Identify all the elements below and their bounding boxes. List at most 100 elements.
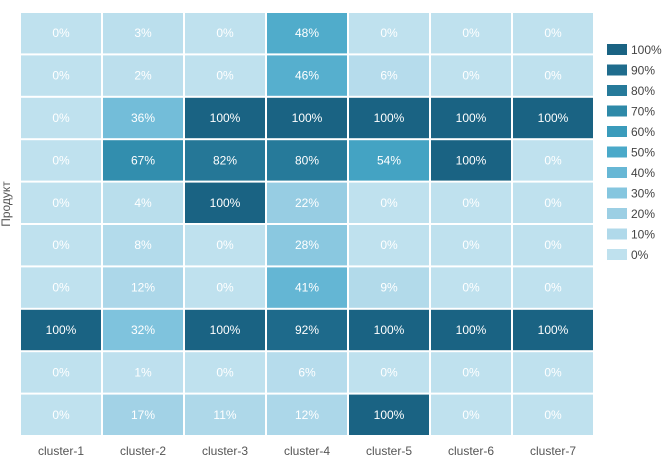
cell-value-label: 92%	[295, 323, 319, 337]
cell-value-label: 0%	[544, 69, 562, 83]
cell-value-label: 48%	[295, 26, 319, 40]
x-tick-label: cluster-5	[366, 444, 412, 458]
heatmap-cell-r2-c5	[349, 55, 429, 96]
heatmap-cell-r5-c3	[185, 182, 265, 223]
heatmap-cell-r5-c5	[349, 182, 429, 223]
cell-value-label: 3%	[134, 26, 152, 40]
cell-value-label: 100%	[46, 323, 77, 337]
heatmap-cell-r10-c3	[185, 394, 265, 435]
cell-value-label: 6%	[380, 69, 398, 83]
legend-swatch	[607, 167, 627, 178]
heatmap-cell-r5-c7	[513, 182, 593, 223]
heatmap-cell-r7-c7	[513, 267, 593, 308]
heatmap-cell-r3-c2	[103, 97, 183, 139]
legend-swatch	[607, 208, 627, 219]
cell-value-label: 0%	[544, 238, 562, 252]
heatmap-cell-r4-c1	[21, 140, 101, 181]
legend-swatch	[607, 105, 627, 117]
cell-value-label: 0%	[462, 238, 480, 252]
cell-value-label: 12%	[131, 281, 155, 295]
cell-value-label: 0%	[52, 111, 70, 125]
heatmap-cell-r7-c4	[267, 267, 347, 308]
heatmap-cell-r4-c4	[267, 140, 347, 181]
cell-value-label: 0%	[52, 365, 70, 379]
legend-label: 20%	[631, 207, 655, 221]
heatmap-cell-r8-c1	[21, 309, 101, 351]
cell-value-label: 28%	[295, 238, 319, 252]
legend-label: 100%	[631, 43, 662, 57]
legend-swatch	[607, 64, 627, 76]
legend-label: 40%	[631, 166, 655, 180]
heatmap-cell-r9-c3	[185, 352, 265, 393]
cell-value-label: 100%	[210, 196, 241, 210]
heatmap-cell-r1-c5	[349, 13, 429, 54]
heatmap-cell-r5-c6	[431, 182, 511, 223]
cell-value-label: 0%	[380, 238, 398, 252]
heatmap-cell-r10-c2	[103, 394, 183, 435]
cell-value-label: 100%	[210, 323, 241, 337]
heatmap-cell-r2-c7	[513, 55, 593, 96]
heatmap-cell-r5-c4	[267, 182, 347, 223]
heatmap-cell-r1-c3	[185, 13, 265, 54]
cell-value-label: 0%	[462, 26, 480, 40]
cell-value-label: 100%	[210, 111, 241, 125]
y-axis-label: Продукт	[0, 181, 13, 227]
cell-value-label: 0%	[52, 196, 70, 210]
heatmap-cell-r1-c6	[431, 13, 511, 54]
cell-value-label: 0%	[462, 69, 480, 83]
heatmap-cell-r2-c1	[21, 55, 101, 96]
cell-value-label: 100%	[456, 111, 487, 125]
heatmap-cell-r9-c7	[513, 352, 593, 393]
cell-value-label: 2%	[134, 69, 152, 83]
heatmap-cell-r6-c3	[185, 225, 265, 266]
legend-swatch	[607, 85, 627, 96]
legend-swatch	[607, 126, 627, 137]
cell-value-label: 9%	[380, 281, 398, 295]
cell-value-label: 36%	[131, 111, 155, 125]
cell-value-label: 0%	[52, 69, 70, 83]
heatmap-cell-r1-c2	[103, 13, 183, 54]
cell-value-label: 0%	[544, 365, 562, 379]
heatmap-cell-r5-c1	[21, 182, 101, 223]
heatmap-cell-r6-c2	[103, 225, 183, 266]
heatmap-cell-r8-c5	[349, 309, 429, 351]
heatmap-cell-r1-c1	[21, 13, 101, 54]
cell-value-label: 32%	[131, 323, 155, 337]
legend-label: 70%	[631, 105, 655, 119]
cell-value-label: 0%	[380, 26, 398, 40]
cell-value-label: 100%	[374, 323, 405, 337]
heatmap-cell-r2-c2	[103, 55, 183, 96]
cell-value-label: 100%	[374, 111, 405, 125]
x-tick-label: cluster-4	[284, 444, 330, 458]
heatmap-cell-r10-c1	[21, 394, 101, 435]
cell-value-label: 0%	[380, 365, 398, 379]
heatmap-cell-r6-c7	[513, 225, 593, 266]
heatmap-cell-r3-c7	[513, 97, 593, 139]
heatmap-cell-r10-c4	[267, 394, 347, 435]
cell-value-label: 0%	[380, 196, 398, 210]
cell-value-label: 100%	[374, 408, 405, 422]
x-tick-label: cluster-3	[202, 444, 248, 458]
heatmap-cell-r1-c7	[513, 13, 593, 54]
cell-value-label: 0%	[544, 281, 562, 295]
legend-swatch	[607, 44, 627, 55]
legend-label: 30%	[631, 187, 655, 201]
heatmap-cell-r8-c3	[185, 309, 265, 351]
cell-value-label: 0%	[544, 153, 562, 167]
heatmap-cell-r2-c4	[267, 55, 347, 96]
heatmap-cell-r8-c2	[103, 309, 183, 351]
heatmap-cell-r3-c1	[21, 97, 101, 139]
heatmap-cell-r10-c5	[349, 394, 429, 435]
cell-value-label: 0%	[462, 365, 480, 379]
heatmap-cell-r7-c5	[349, 267, 429, 308]
heatmap-cell-r3-c6	[431, 97, 511, 139]
x-tick-label: cluster-6	[448, 444, 494, 458]
legend-label: 60%	[631, 125, 655, 139]
heatmap-cell-r2-c6	[431, 55, 511, 96]
heatmap-cell-r7-c3	[185, 267, 265, 308]
heatmap-cell-r1-c4	[267, 13, 347, 54]
legend-swatch	[607, 146, 627, 158]
cell-value-label: 100%	[456, 323, 487, 337]
cell-value-label: 100%	[538, 323, 569, 337]
heatmap-cell-r4-c6	[431, 140, 511, 181]
